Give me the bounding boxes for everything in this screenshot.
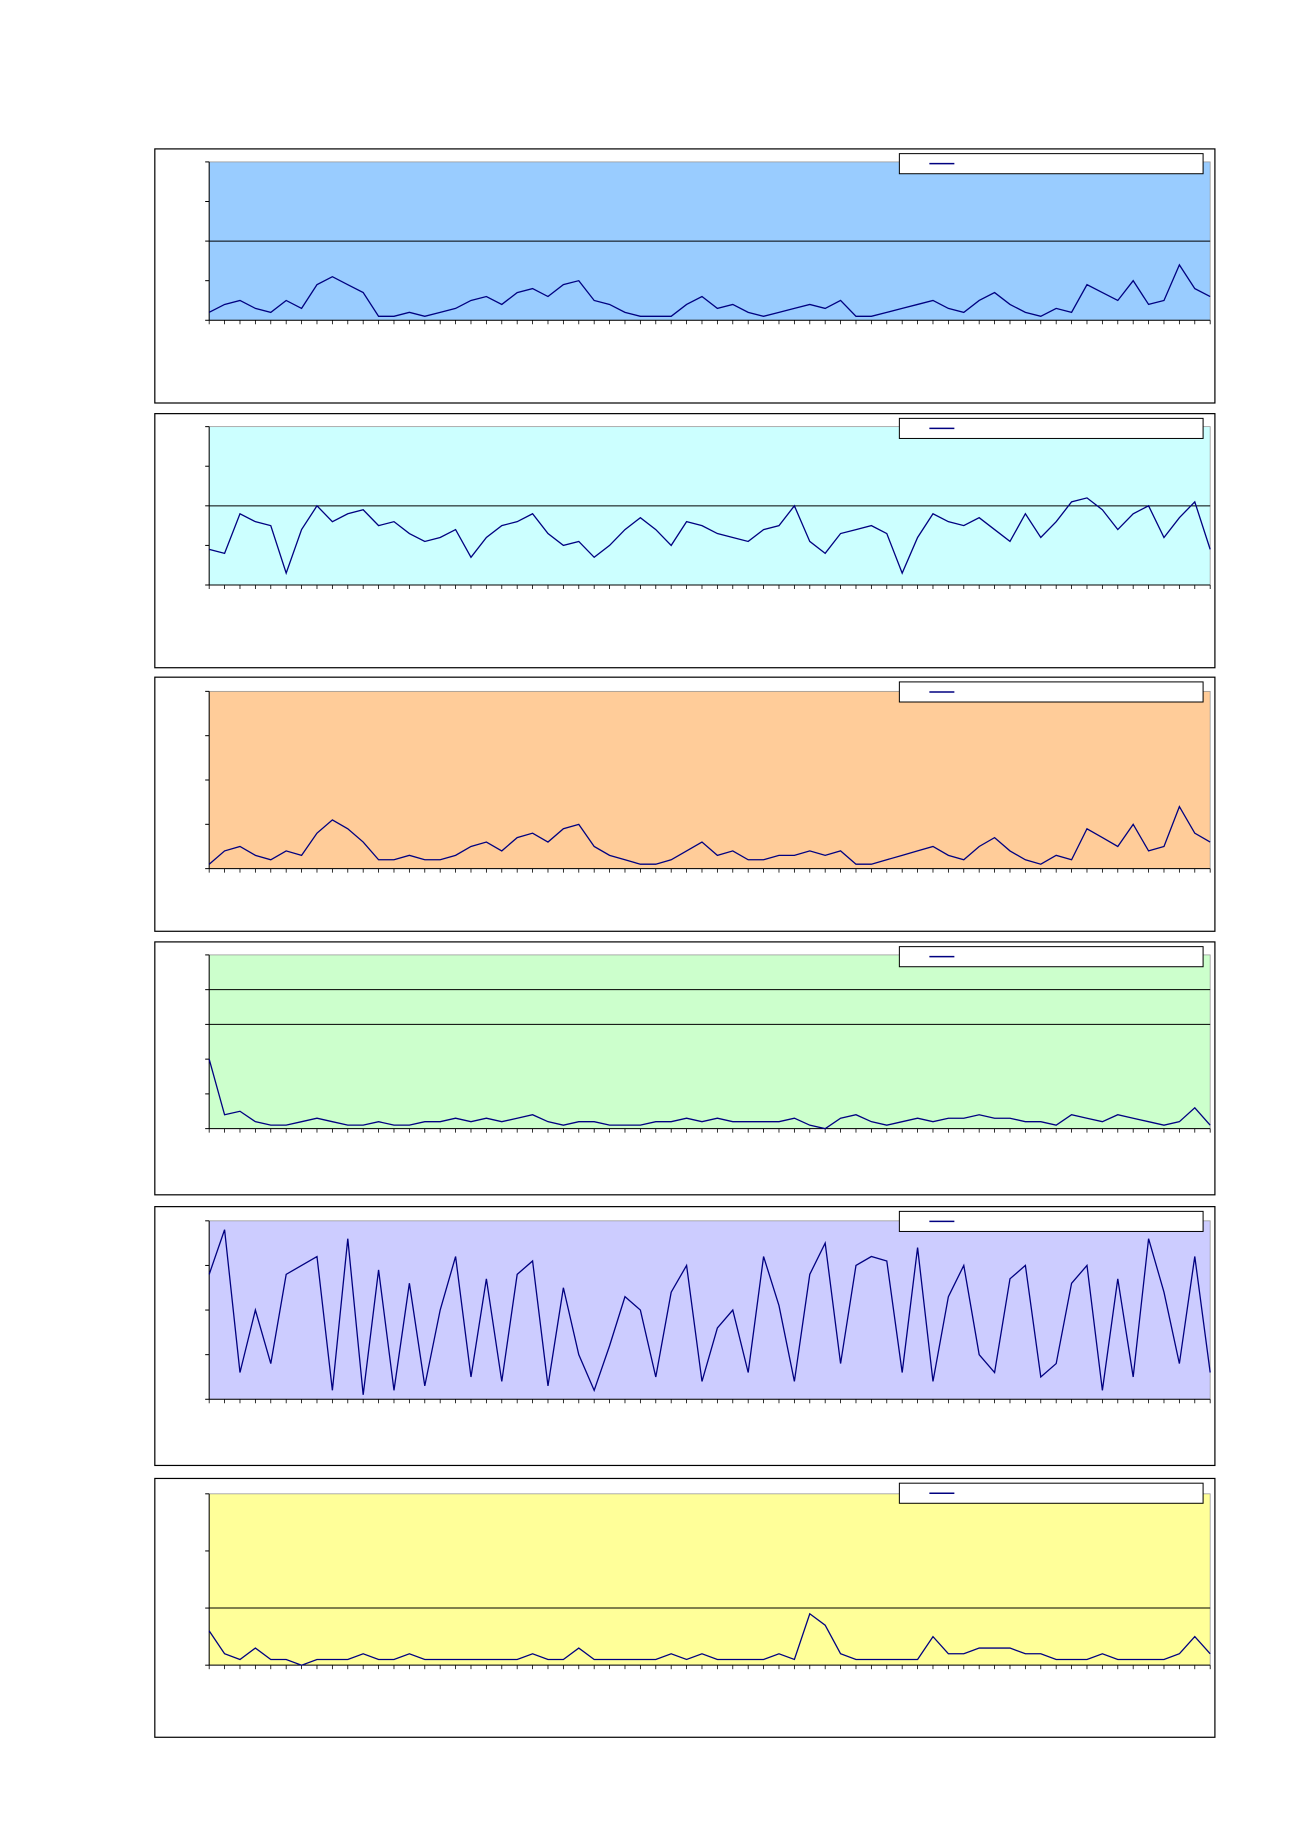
chart xyxy=(154,1477,1216,1738)
data-line xyxy=(208,805,1211,865)
plot-area xyxy=(208,690,1211,870)
chart xyxy=(154,941,1216,1196)
legend-box xyxy=(898,1210,1204,1232)
data-line xyxy=(208,1058,1211,1130)
data-line xyxy=(208,263,1211,318)
chart xyxy=(154,413,1216,669)
legend-box xyxy=(898,681,1204,703)
plot-area xyxy=(208,1493,1211,1666)
chart xyxy=(154,148,1216,404)
plot-area xyxy=(208,1220,1211,1400)
legend-box xyxy=(898,946,1204,968)
data-line xyxy=(209,497,1211,576)
legend-box xyxy=(898,417,1204,439)
data-line xyxy=(208,1612,1211,1666)
plot-area xyxy=(208,954,1211,1130)
data-line xyxy=(208,1229,1211,1395)
legend-box xyxy=(898,153,1204,175)
chart xyxy=(154,1206,1216,1467)
legend-box xyxy=(898,1482,1204,1504)
chart xyxy=(154,676,1216,932)
